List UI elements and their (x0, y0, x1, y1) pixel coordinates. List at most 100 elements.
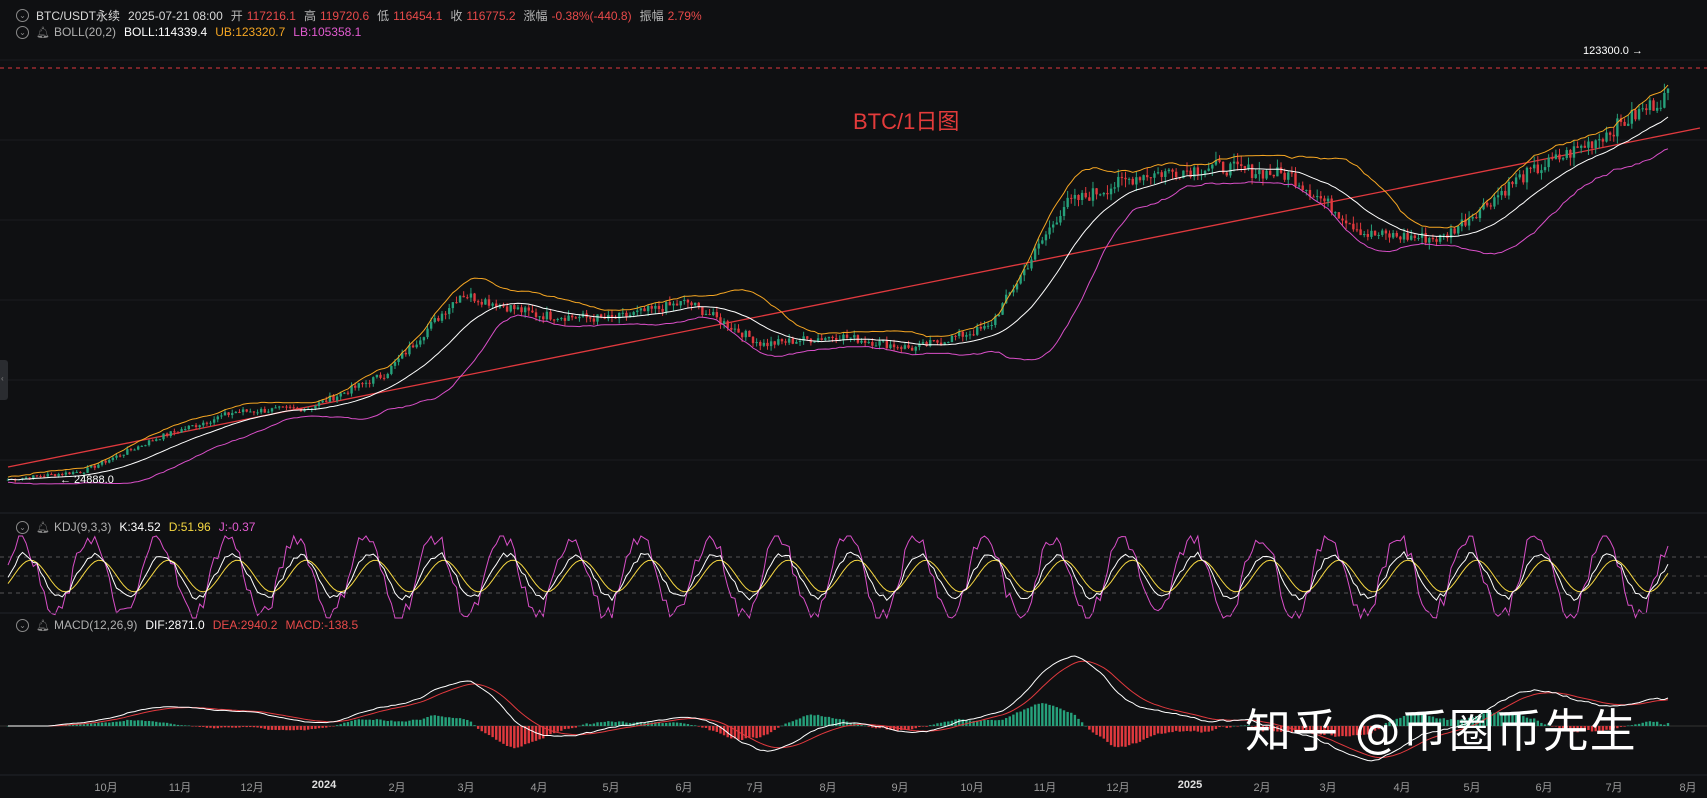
macd-histogram-bar (1666, 723, 1670, 726)
macd-histogram-bar (939, 722, 943, 726)
macd-histogram-bar (263, 726, 266, 729)
macd-histogram-bar (1399, 717, 1402, 726)
candle-body (314, 405, 317, 409)
candle-body (191, 425, 194, 427)
candle-body (1127, 178, 1131, 180)
collapse-icon[interactable]: ⌄ (16, 618, 29, 632)
candle-body (795, 341, 798, 344)
candle-body (892, 344, 896, 348)
macd-histogram-bar (1182, 726, 1185, 732)
candle-body (1489, 205, 1492, 207)
macd-histogram-bar (654, 722, 657, 726)
macd-histogram-bar (212, 726, 216, 729)
macd-histogram-bar (567, 726, 570, 729)
macd-histogram-bar (1113, 726, 1116, 747)
candle-body (513, 305, 516, 310)
macd-histogram-bar (1178, 726, 1181, 732)
macd-histogram-bar (1305, 726, 1308, 731)
macd-histogram-bar (845, 721, 849, 726)
candle-body (484, 299, 487, 305)
candle-body (1580, 145, 1583, 148)
macd-histogram-bar (1431, 716, 1435, 726)
candle-body (1001, 303, 1004, 315)
macd-histogram-bar (1504, 713, 1507, 726)
macd-histogram-bar (578, 725, 581, 727)
candle-body (1272, 174, 1275, 177)
boll-lower-line (7, 148, 1669, 485)
candle-body (1645, 108, 1648, 111)
macd-histogram-bar (957, 718, 961, 726)
low-value: 116454.1 (393, 8, 443, 23)
x-axis-label: 8月 (1679, 782, 1697, 794)
candle-body (364, 382, 368, 384)
macd-histogram-bar (1080, 722, 1084, 726)
candle-body (1666, 88, 1670, 93)
macd-histogram-bar (1576, 726, 1579, 733)
change-value: -0.38%(-440.8) (551, 8, 632, 23)
macd-histogram-bar (780, 725, 784, 727)
macd-histogram-bar (267, 726, 270, 730)
candle-body (231, 413, 234, 416)
candle-body (516, 307, 520, 310)
macd-histogram-bar (368, 719, 371, 726)
candle-body (1084, 192, 1087, 198)
candle-body (1099, 194, 1102, 196)
kdj-name[interactable]: KDJ(9,3,3) (53, 520, 112, 534)
candle-body (921, 342, 925, 344)
macd-histogram-bar (1044, 703, 1048, 726)
x-axis-label: 9月 (891, 782, 909, 794)
macd-histogram-bar (1580, 726, 1583, 732)
candle-body (346, 392, 350, 394)
candle-body (1598, 139, 1601, 141)
macd-histogram-bar (863, 725, 867, 727)
macd-histogram-bar (1478, 714, 1482, 726)
bell-icon[interactable]: 🔔︎ (36, 26, 50, 39)
collapse-icon[interactable]: ⌄ (16, 25, 29, 39)
macd-histogram-bar (545, 726, 549, 737)
macd-histogram-bar (556, 726, 559, 732)
boll-name[interactable]: BOLL(20,2) (53, 25, 117, 39)
macd-histogram-bar (726, 726, 729, 738)
candle-body (1030, 259, 1033, 269)
macd-histogram-bar (1164, 726, 1167, 734)
candle-body (1146, 175, 1149, 178)
candle-body (1207, 168, 1210, 171)
x-axis-label: 10月 (94, 782, 118, 794)
macd-histogram-bar (520, 726, 523, 747)
macd-histogram-bar (1070, 712, 1073, 726)
candle-body (321, 400, 324, 403)
bell-icon[interactable]: 🔔︎ (36, 521, 50, 534)
candle-body (701, 306, 704, 316)
macd-histogram-bar (1200, 726, 1203, 733)
macd-histogram-bar (668, 722, 672, 726)
macd-histogram-bar (144, 721, 147, 726)
macd-dif: DIF:2871.0 (145, 618, 205, 632)
candle-body (842, 334, 845, 341)
candle-body (733, 328, 737, 330)
macd-histogram-bar (1120, 726, 1124, 747)
candle-body (165, 433, 169, 437)
macd-histogram-bar (1330, 726, 1333, 736)
collapse-icon[interactable]: ⌄ (16, 520, 29, 534)
macd-histogram-bar (762, 726, 766, 736)
bell-icon[interactable]: 🔔︎ (36, 619, 50, 632)
candle-body (787, 338, 791, 343)
candle-body (1587, 141, 1590, 148)
candle-body (1594, 140, 1597, 149)
macd-histogram-bar (1605, 726, 1608, 730)
collapse-icon[interactable]: ⌄ (16, 9, 29, 22)
candle-body (234, 411, 238, 414)
macd-histogram-bar (375, 719, 379, 726)
macd-histogram-bar (165, 722, 169, 726)
side-collapse-tab[interactable]: ‹ (0, 360, 8, 400)
candle-body (1287, 172, 1290, 180)
macd-histogram-bar (82, 724, 86, 726)
macd-histogram-bar (1410, 713, 1413, 726)
macd-histogram-bar (686, 724, 690, 726)
macd-histogram-bar (1055, 707, 1059, 726)
macd-histogram-bar (1193, 726, 1196, 731)
candle-body (661, 308, 664, 312)
candle-body (1366, 233, 1370, 237)
macd-name[interactable]: MACD(12,26,9) (53, 618, 138, 632)
